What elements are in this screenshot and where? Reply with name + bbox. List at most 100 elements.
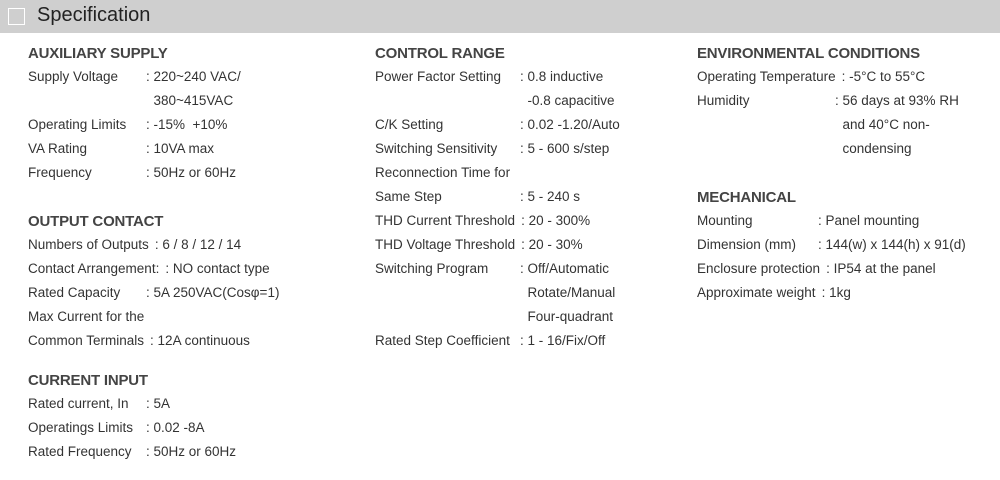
spec-value: : 56 days at 93% RH and 40°C non- conden… <box>835 89 959 161</box>
spec-row: Humidity : 56 days at 93% RH and 40°C non… <box>697 89 959 161</box>
spec-value-line: : -5°C to 55°C <box>841 69 926 84</box>
spec-value: : IP54 at the panel <box>826 257 936 281</box>
section-heading: AUXILIARY SUPPLY <box>28 45 168 62</box>
spec-value-line: 380~415VAC <box>146 93 234 108</box>
spec-label: Rated Frequency <box>28 444 132 459</box>
spec-row: Switching Sensitivity: 5 - 600 s/step <box>375 137 620 161</box>
spec-value-line: : 0.02 -8A <box>146 420 205 435</box>
spec-label: Rated Step Coefficient <box>375 333 510 348</box>
spec-value-line: : 1kg <box>821 285 851 300</box>
spec-value: : 20 - 300% <box>521 209 590 233</box>
spec-value-line: : Panel mounting <box>818 213 920 228</box>
spec-value: : -5°C to 55°C <box>842 65 926 89</box>
spec-label: Humidity <box>697 93 750 108</box>
spec-label: Operatings Limits <box>28 420 134 435</box>
spec-label: Operating Temperature <box>697 69 836 84</box>
spec-label: Enclosure protection <box>697 261 821 276</box>
spec-row: THD Voltage Threshold : 20 - 30% <box>375 233 620 257</box>
spec-value: : 0.02 -8A <box>146 416 205 440</box>
section-heading: CURRENT INPUT <box>28 372 148 389</box>
spec-row: Rated Capacity: 5A 250VAC(Cosφ=1) <box>28 281 279 305</box>
spec-value-line: : 1 - 16/Fix/Off <box>520 333 606 348</box>
spec-value: : 5 - 600 s/step <box>520 137 609 161</box>
spec-section: MECHANICAL Mounting : Panel mounting Dimens… <box>697 187 966 305</box>
spec-value: : 5A 250VAC(Cosφ=1) <box>146 281 279 305</box>
spec-label: Common Terminals <box>28 333 145 348</box>
spec-label: Same Step <box>375 189 442 204</box>
spec-value: : 20 - 30% <box>521 233 583 257</box>
page-title: Specification <box>37 4 151 26</box>
spec-value: : 5 - 240 s <box>520 185 580 209</box>
spec-row: Enclosure protection : IP54 at the panel <box>697 257 966 281</box>
section-heading: ENVIRONMENTAL CONDITIONS <box>697 45 920 62</box>
spec-row: Rated Step Coefficient : 1 - 16/Fix/Off <box>375 329 620 353</box>
spec-row: VA Rating : 10VA max <box>28 137 241 161</box>
spec-label: C/K Setting <box>375 117 444 132</box>
spec-row: Switching Program : Off/Automatic Rotate/… <box>375 257 620 329</box>
spec-value-line: : 144(w) x 144(h) x 91(d) <box>818 237 966 252</box>
spec-label: Power Factor Setting <box>375 69 502 84</box>
spec-value: : Panel mounting <box>818 209 919 233</box>
spec-label: Rated current, In <box>28 396 129 411</box>
spec-row: C/K Setting : 0.02 -1.20/Auto <box>375 113 620 137</box>
spec-row: Approximate weight : 1kg <box>697 281 966 305</box>
spec-value-line: : 0.8 inductive <box>520 69 604 84</box>
spec-label: Supply Voltage <box>28 69 119 84</box>
spec-row: Operating Temperature : -5°C to 55°C <box>697 65 959 89</box>
spec-label: Numbers of Outputs <box>28 237 149 252</box>
spec-label: Mounting <box>697 213 753 228</box>
spec-row: Max Current for the <box>28 305 279 329</box>
spec-label: Operating Limits <box>28 117 127 132</box>
spec-value: : Off/Automatic Rotate/Manual Four-quadr… <box>520 257 615 329</box>
spec-section: CONTROL RANGE Power Factor Setting: 0.8 i… <box>375 43 620 353</box>
spec-row: Frequency: 50Hz or 60Hz <box>28 161 241 185</box>
spec-value: : -15% +10% <box>146 113 227 137</box>
spec-section: CURRENT INPUT Rated current, In : 5A Operat… <box>28 370 236 464</box>
spec-value: : 50Hz or 60Hz <box>146 440 236 464</box>
spec-label: THD Voltage Threshold <box>375 237 516 252</box>
spec-row: Reconnection Time for <box>375 161 620 185</box>
spec-value-line: : 50Hz or 60Hz <box>146 444 237 459</box>
section-heading: OUTPUT CONTACT <box>28 213 164 230</box>
spec-value-line: : 56 days at 93% RH <box>835 93 959 108</box>
spec-value: : 50Hz or 60Hz <box>146 161 236 185</box>
square-icon <box>8 8 25 25</box>
spec-row: Contact Arrangement:: NO contact type <box>28 257 279 281</box>
spec-value-line: Four-quadrant <box>520 309 614 324</box>
spec-value-line: : 0.02 -1.20/Auto <box>520 117 620 132</box>
spec-section: AUXILIARY SUPPLY Supply Voltage : 220~240 … <box>28 43 241 185</box>
spec-value: : 0.02 -1.20/Auto <box>520 113 620 137</box>
spec-label: Dimension (mm) <box>697 237 797 252</box>
spec-value: : 144(w) x 144(h) x 91(d) <box>818 233 966 257</box>
spec-row: THD Current Threshold : 20 - 300% <box>375 209 620 233</box>
section-heading: MECHANICAL <box>697 189 796 206</box>
spec-row: Common Terminals : 12A continuous <box>28 329 279 353</box>
spec-label: VA Rating <box>28 141 88 156</box>
spec-label: THD Current Threshold <box>375 213 516 228</box>
spec-label: Max Current for the <box>28 309 145 324</box>
spec-value-line: : -15% +10% <box>146 117 228 132</box>
spec-value-line: : 5A <box>146 396 171 411</box>
spec-value-line: : 10VA max <box>146 141 215 156</box>
spec-value-line: : 220~240 VAC/ <box>146 69 241 84</box>
spec-value-line: Rotate/Manual <box>520 285 616 300</box>
spec-value: : 6 / 8 / 12 / 14 <box>155 233 241 257</box>
spec-row: Operatings Limits : 0.02 -8A <box>28 416 236 440</box>
spec-row: Same Step : 5 - 240 s <box>375 185 620 209</box>
spec-value: : 10VA max <box>146 137 214 161</box>
spec-label: Approximate weight <box>697 285 816 300</box>
spec-value: : 0.8 inductive -0.8 capacitive <box>520 65 615 113</box>
spec-value-line: -0.8 capacitive <box>520 93 615 108</box>
spec-value-line: : IP54 at the panel <box>826 261 936 276</box>
spec-value-line: : 5A 250VAC(Cosφ=1) <box>146 285 280 300</box>
spec-value-line: condensing <box>835 141 912 156</box>
spec-label: Switching Program <box>375 261 489 276</box>
spec-value-line: and 40°C non- <box>835 117 930 132</box>
spec-row: Numbers of Outputs : 6 / 8 / 12 / 14 <box>28 233 279 257</box>
spec-value: : 12A continuous <box>150 329 250 353</box>
spec-label: Contact Arrangement: <box>28 261 160 276</box>
spec-value: : 1 - 16/Fix/Off <box>520 329 605 353</box>
spec-value-line: : 5 - 600 s/step <box>520 141 610 156</box>
spec-value: : 1kg <box>822 281 851 305</box>
spec-value: : 220~240 VAC/ 380~415VAC <box>146 65 241 113</box>
